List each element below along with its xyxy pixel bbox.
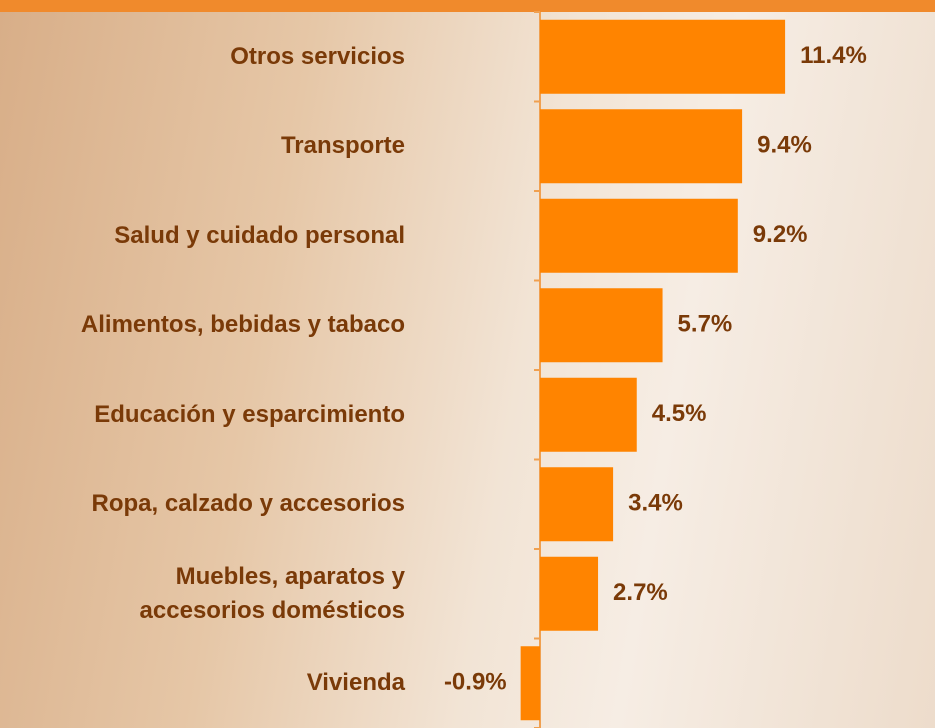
category-label: Muebles, aparatos y accesorios doméstico… — [139, 562, 405, 624]
value-label: 2.7% — [613, 579, 668, 606]
category-label: Educación y esparcimiento — [94, 400, 405, 428]
bar — [540, 377, 637, 452]
bar — [540, 19, 786, 94]
category-label: Ropa, calzado y accesorios — [91, 490, 405, 518]
category-label: Alimentos, bebidas y tabaco — [80, 311, 405, 339]
value-label: 9.2% — [753, 221, 808, 248]
bar — [540, 109, 743, 184]
value-label: 11.4% — [800, 42, 867, 69]
bar — [540, 288, 663, 363]
category-label: Salud y cuidado personal — [114, 221, 405, 249]
bar — [540, 467, 614, 542]
bar — [540, 556, 599, 631]
category-label: Vivienda — [306, 669, 405, 697]
value-label: 4.5% — [652, 400, 707, 427]
category-label: Otros servicios — [230, 42, 405, 70]
top-band — [0, 0, 935, 12]
value-label: 3.4% — [628, 490, 683, 517]
value-label: -0.9% — [444, 669, 507, 696]
category-label: Transporte — [280, 132, 405, 160]
bar — [540, 198, 738, 273]
bar — [520, 646, 540, 721]
value-label: 5.7% — [678, 311, 733, 338]
value-label: 9.4% — [757, 132, 812, 159]
